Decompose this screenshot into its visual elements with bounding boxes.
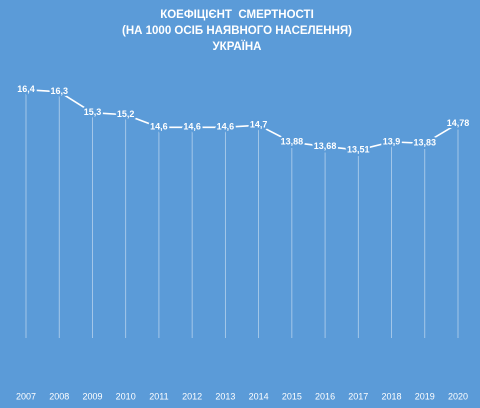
value-label: 13,88 [281,137,304,147]
x-tick-label: 2011 [149,391,168,401]
value-label: 14,6 [150,122,168,132]
point [57,90,61,94]
value-label: 15,3 [84,107,102,117]
value-label: 15,2 [117,109,135,119]
x-tick-label: 2017 [348,391,368,401]
point [323,144,327,149]
point [223,125,227,129]
x-tick-label: 2009 [82,391,102,401]
point [290,140,294,144]
point [90,111,95,115]
value-label: 13,83 [414,138,437,148]
value-label: 13,68 [314,141,337,151]
point [423,141,427,145]
chart-title: (НА 1000 ОСІБ НАЯВНОГО НАСЕЛЕННЯ) [122,25,352,37]
value-label: 14,6 [217,122,235,132]
point [190,125,194,129]
x-tick-label: 2014 [249,391,269,401]
point [257,123,261,127]
value-label: 14,6 [183,122,201,132]
value-label: 16,3 [50,86,68,96]
value-label: 14,7 [250,120,268,130]
x-tick-label: 2010 [116,391,136,401]
point [356,148,360,152]
x-tick-label: 2020 [448,391,468,401]
x-tick-label: 2019 [415,391,435,401]
x-tick-label: 2015 [282,391,302,401]
x-tick-label: 2016 [315,391,335,401]
point [157,125,161,129]
x-tick-label: 2018 [382,391,402,401]
point [456,121,460,126]
value-label: 14,78 [447,118,470,128]
value-label: 13,51 [347,144,370,154]
value-label: 16,4 [17,84,35,94]
x-tick-label: 2012 [182,391,202,401]
chart-title: КОЕФІЦІЄНТ СМЕРТНОСТІ [160,9,314,21]
value-label: 13,9 [383,136,401,146]
x-tick-label: 2008 [49,391,69,401]
x-tick-label: 2007 [16,391,36,401]
chart-title: УКРАЇНА [213,40,262,53]
point [124,113,128,117]
x-tick-label: 2013 [215,391,235,401]
point [389,140,394,144]
line [25,88,459,151]
point [24,88,28,92]
